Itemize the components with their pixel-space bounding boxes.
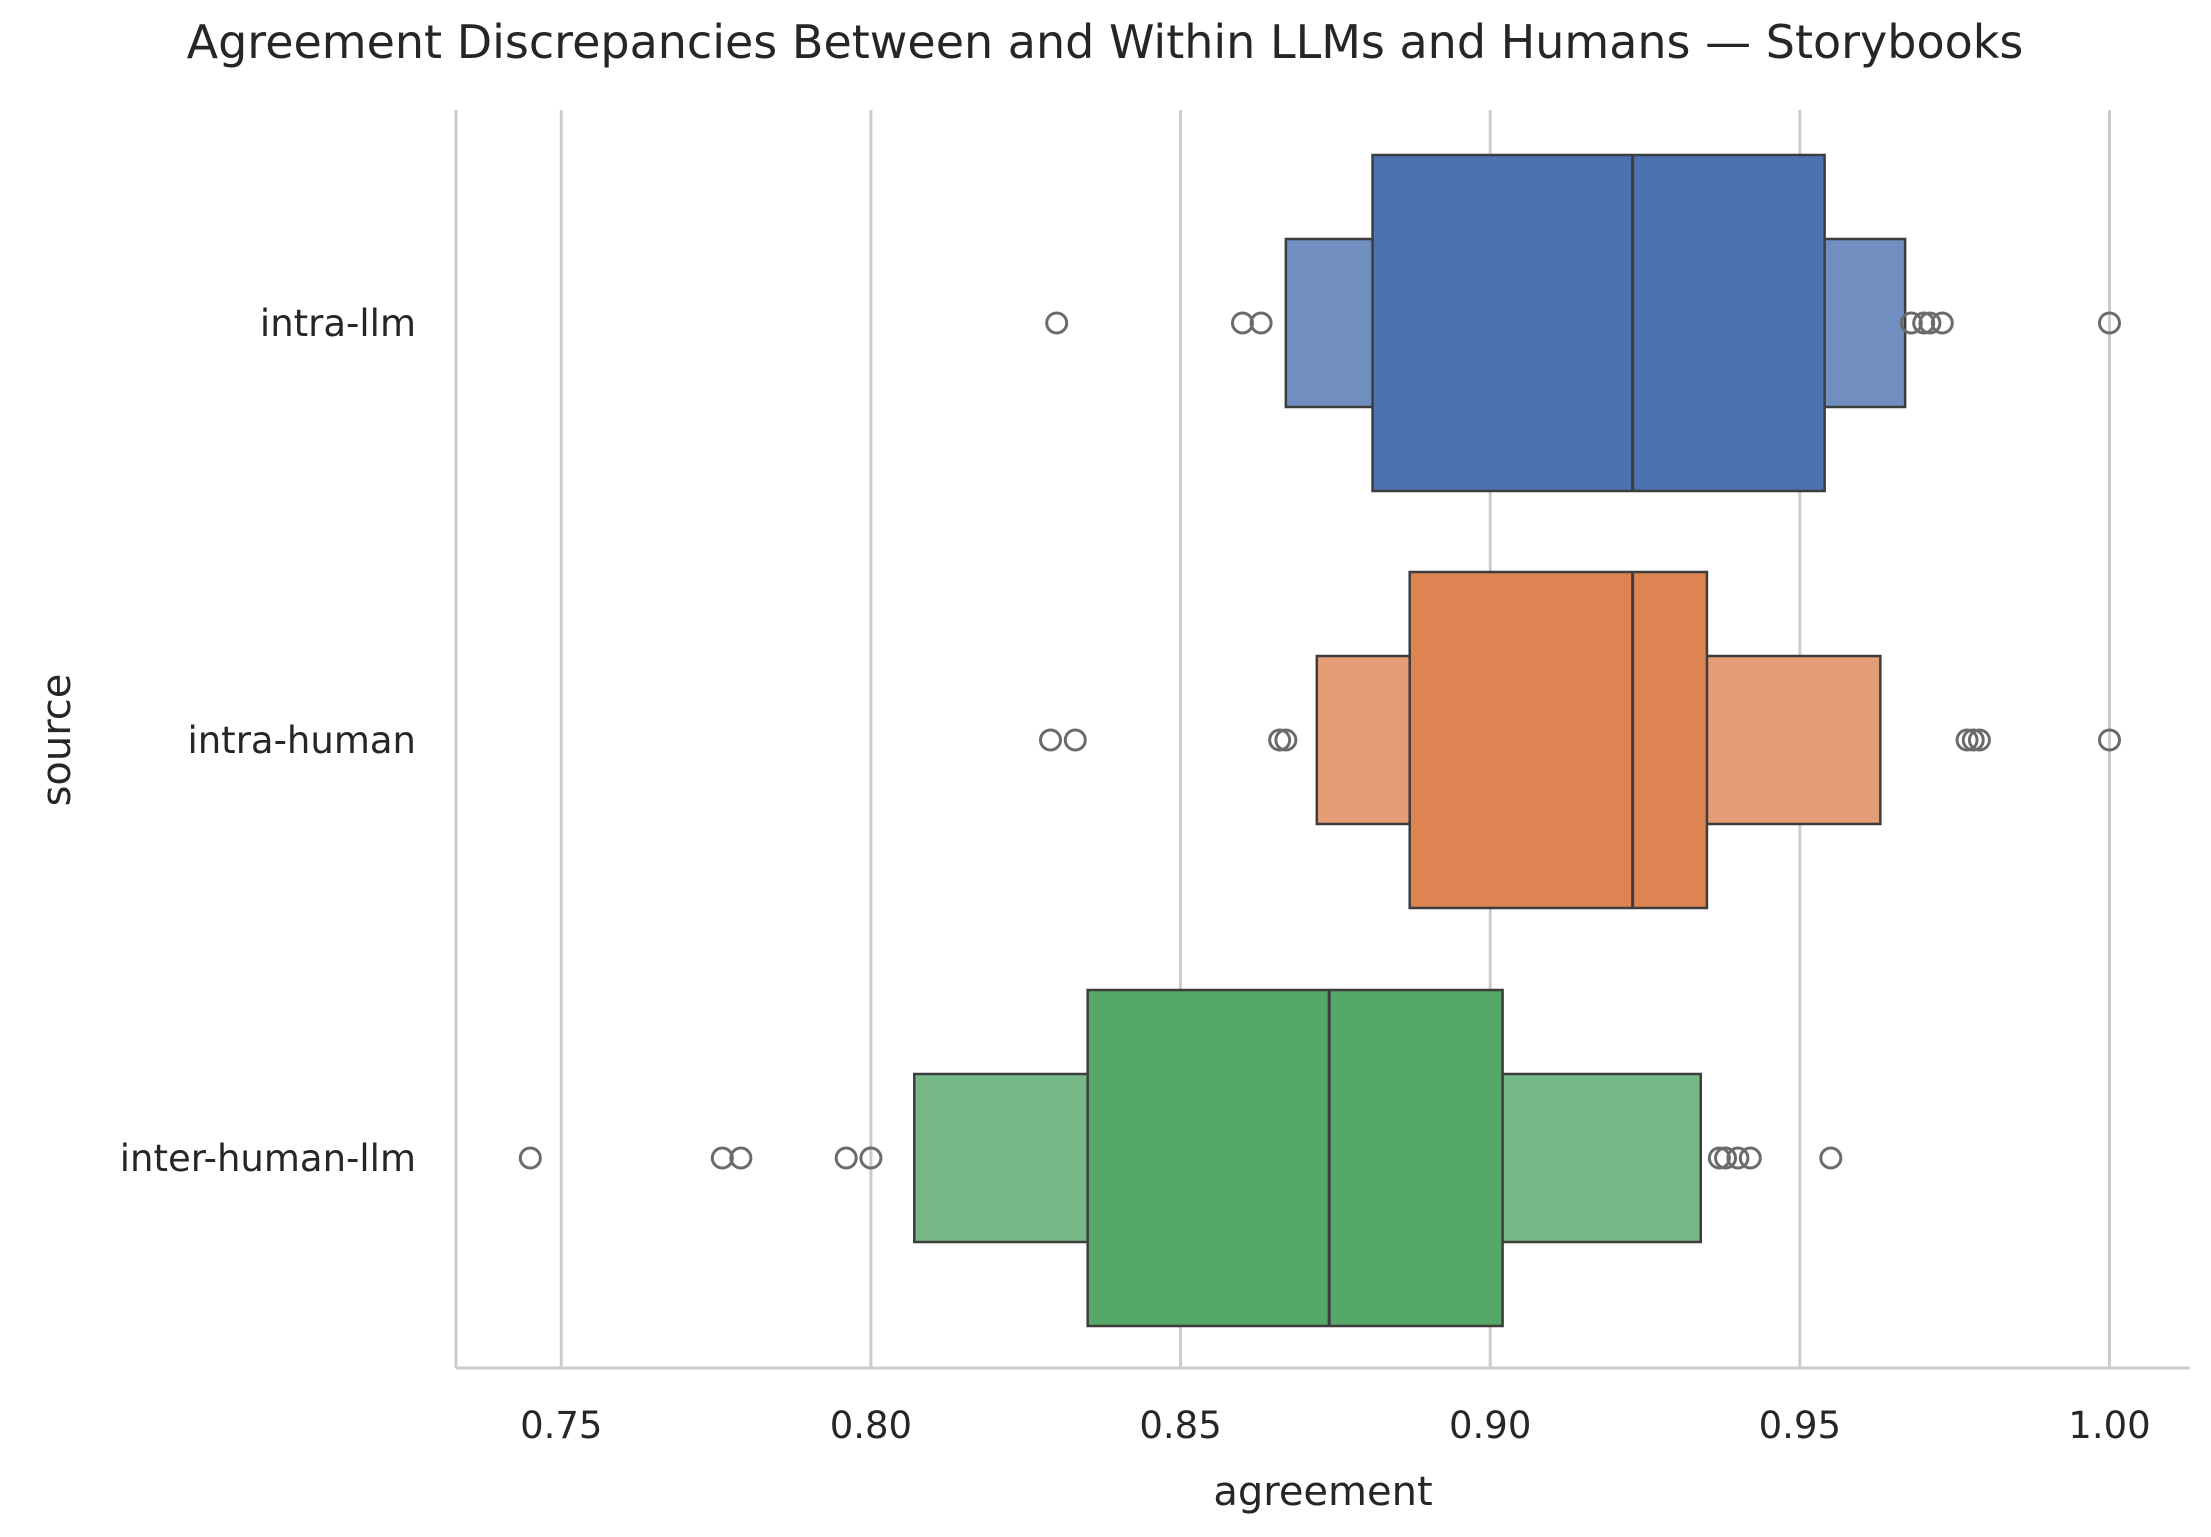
x-axis-label: agreement — [1213, 1469, 1432, 1515]
box-inner — [1371, 153, 1826, 493]
x-tick-label: 0.90 — [1449, 1404, 1531, 1447]
y-axis-label: source — [34, 674, 80, 807]
y-tick-label: inter-human-llm — [120, 1137, 416, 1180]
outlier-point — [834, 1146, 858, 1170]
box-inner — [1086, 988, 1504, 1328]
outlier-point — [710, 1146, 734, 1170]
outlier-point — [1967, 728, 1991, 752]
y-tick-label: intra-human — [187, 719, 416, 762]
box-inner — [1408, 570, 1709, 910]
chart-title: Agreement Discrepancies Between and With… — [187, 15, 2024, 69]
y-tick-label: intra-llm — [260, 302, 416, 345]
outlier-point — [1819, 1146, 1843, 1170]
outlier-point — [2097, 311, 2121, 335]
outlier-point — [1039, 728, 1063, 752]
outlier-point — [1738, 1146, 1762, 1170]
outlier-point — [1249, 311, 1273, 335]
x-tick-label: 1.00 — [2068, 1404, 2150, 1447]
x-tick-label: 0.80 — [830, 1404, 912, 1447]
outlier-point — [1726, 1146, 1750, 1170]
outlier-point — [1714, 1146, 1738, 1170]
outlier-point — [1268, 728, 1292, 752]
outlier-point — [1930, 311, 1954, 335]
x-tick-label: 0.75 — [520, 1404, 602, 1447]
outlier-point — [729, 1146, 753, 1170]
outlier-point — [1045, 311, 1069, 335]
outlier-point — [1063, 728, 1087, 752]
x-tick-labels: 0.75 0.80 0.85 0.90 0.95 1.00 — [520, 1404, 2151, 1447]
x-tick-label: 0.85 — [1139, 1404, 1221, 1447]
outlier-point — [1274, 728, 1298, 752]
outlier-point — [1961, 728, 1985, 752]
outlier-point — [859, 1146, 883, 1170]
outlier-point — [1918, 311, 1942, 335]
outlier-point — [1955, 728, 1979, 752]
outliers — [518, 311, 2121, 1170]
outlier-point — [2097, 728, 2121, 752]
boxes — [913, 153, 1907, 1328]
x-tick-label: 0.95 — [1759, 1404, 1841, 1447]
outlier-point — [518, 1146, 542, 1170]
outlier-point — [1230, 311, 1254, 335]
y-tick-labels: intra-llm intra-human inter-human-llm — [120, 302, 416, 1180]
